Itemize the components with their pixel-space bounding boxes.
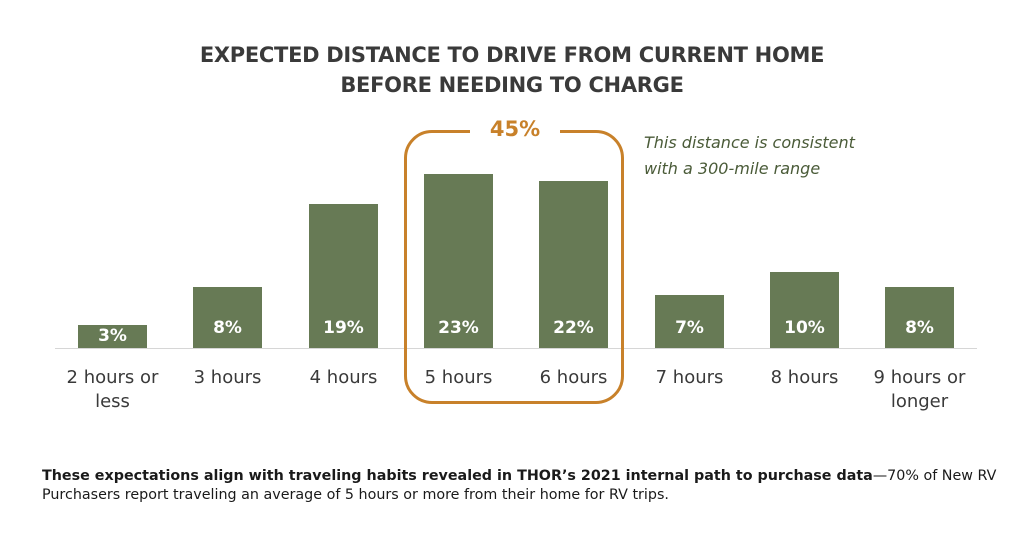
x-tick-label-line: 3 hours (193, 367, 262, 388)
x-tick-label: 8 hours (745, 366, 865, 390)
bar-value-label: 19% (323, 318, 364, 338)
x-tick-label: 4 hours (284, 366, 404, 390)
x-axis-baseline (55, 348, 977, 349)
chart-title-line-2: BEFORE NEEDING TO CHARGE (340, 73, 684, 97)
bar-5 (539, 181, 608, 348)
x-tick-label: 9 hours or longer (860, 366, 980, 414)
bar-6 (655, 295, 724, 348)
x-tick-label: 7 hours (630, 366, 750, 390)
x-tick-label: 5 hours (399, 366, 519, 390)
x-tick-label-line: 6 hours (539, 367, 608, 388)
bar-value-label: 8% (213, 318, 242, 338)
x-tick-label-line: longer (890, 391, 949, 412)
bracket-gap (470, 124, 560, 138)
bar-2 (193, 287, 262, 348)
bar-4 (424, 174, 493, 348)
bar-8 (885, 287, 954, 348)
bar-3 (309, 204, 378, 348)
x-tick-label-line: 4 hours (309, 367, 378, 388)
chart-title-line-1: EXPECTED DISTANCE TO DRIVE FROM CURRENT … (199, 43, 825, 67)
annotation-line-1: This distance is consistent (644, 133, 855, 152)
x-tick-label-line: 9 hours or (873, 367, 966, 388)
footnote: These expectations align with traveling … (42, 467, 1002, 505)
bar-value-label: 3% (98, 326, 127, 346)
bar-value-label: 7% (675, 318, 704, 338)
x-tick-label-line: 7 hours (655, 367, 724, 388)
x-tick-label: 3 hours (168, 366, 288, 390)
bar-value-label: 23% (438, 318, 479, 338)
annotation-line-2: with a 300-mile range (644, 159, 821, 178)
bar-value-label: 8% (905, 318, 934, 338)
chart-title: EXPECTED DISTANCE TO DRIVE FROM CURRENT … (0, 40, 1024, 100)
highlight-bracket (404, 130, 624, 404)
footnote-bold: These expectations align with traveling … (42, 468, 873, 484)
x-tick-label-line: 8 hours (770, 367, 839, 388)
x-tick-label: 6 hours (514, 366, 634, 390)
bar-value-label: 22% (553, 318, 594, 338)
bar-1 (78, 325, 147, 348)
bar-value-label: 10% (784, 318, 825, 338)
footnote-regular: —70% of New RV Purchasers report traveli… (42, 468, 997, 503)
x-tick-label-line: less (95, 391, 130, 412)
bar-7 (770, 272, 839, 348)
bracket-total-label: 45% (489, 117, 541, 141)
x-tick-label: 2 hours or less (53, 366, 173, 414)
range-annotation: This distance is consistent with a 300-m… (644, 130, 855, 182)
x-tick-label-line: 5 hours (424, 367, 493, 388)
x-tick-label-line: 2 hours or (66, 367, 159, 388)
